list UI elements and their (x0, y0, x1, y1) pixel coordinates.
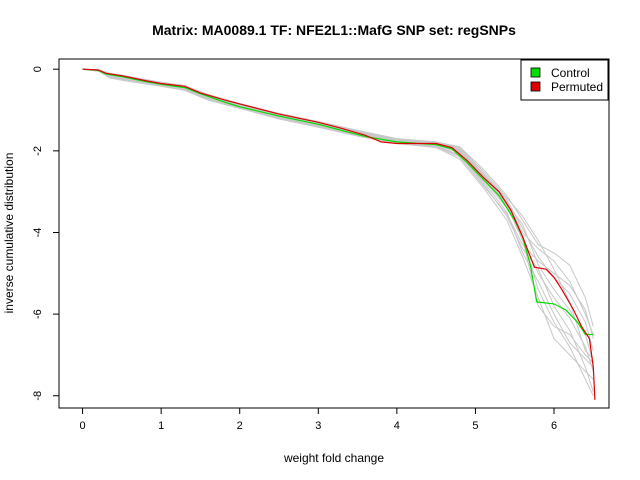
legend-box (520, 59, 609, 101)
x-tick-label: 4 (394, 420, 400, 432)
background-series-line (82, 68, 594, 335)
x-tick-label: 1 (158, 420, 164, 432)
y-tick-label: -6 (32, 309, 44, 319)
x-axis-label: weight fold change (283, 451, 384, 465)
x-tick-label: 5 (472, 420, 478, 432)
legend-swatch-control (530, 67, 541, 78)
y-tick-label: 0 (32, 66, 44, 72)
series-line-permuted (82, 68, 596, 400)
legend-label-control: Control (551, 66, 590, 80)
background-series-line (82, 68, 594, 364)
x-tick-label: 6 (551, 420, 557, 432)
y-axis-label: inverse cumulative distribution (2, 153, 16, 314)
x-tick-label: 0 (80, 420, 86, 432)
plot-frame (58, 58, 610, 409)
series-line-control (82, 68, 594, 336)
y-tick-label: -8 (32, 391, 44, 401)
background-series-group (82, 68, 594, 397)
x-tick-label: 3 (315, 420, 321, 432)
legend-label-permuted: Permuted (551, 80, 603, 94)
background-series-line (82, 68, 594, 339)
x-tick-label: 2 (237, 420, 243, 432)
y-tick-label: -2 (32, 146, 44, 156)
main-series-group (82, 68, 596, 400)
y-tick-label: -4 (32, 228, 44, 238)
chart-title: Matrix: MA0089.1 TF: NFE2L1::MafG SNP se… (152, 22, 516, 38)
background-series-line (82, 68, 594, 352)
legend: Control Permuted (520, 59, 609, 101)
background-series-line (82, 68, 594, 392)
axes: 0 1 2 3 4 5 6 0 -2 -4 -6 -8 (32, 66, 557, 432)
legend-swatch-permuted (530, 81, 541, 92)
background-series-line (82, 68, 594, 360)
background-series-line (82, 68, 594, 327)
